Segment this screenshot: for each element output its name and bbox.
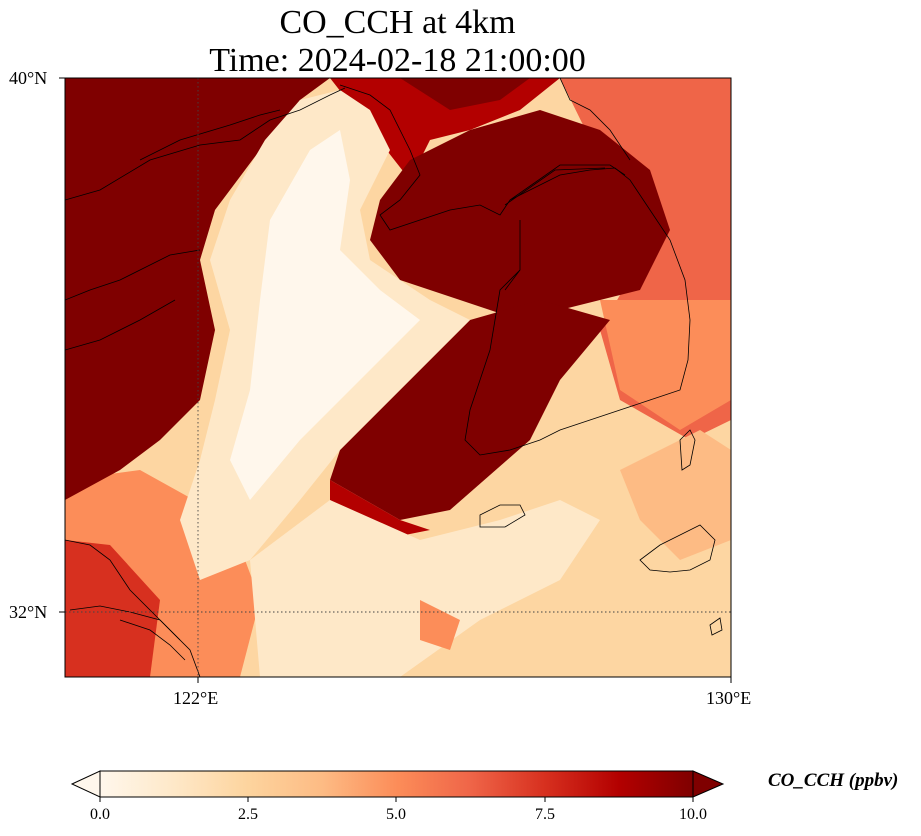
colorbar-extend-min	[70, 770, 101, 798]
tick-marks	[59, 77, 732, 683]
lon-tick-label: 122°E	[173, 688, 219, 708]
colorbar-label: CO_CCH (ppbv)	[768, 770, 899, 791]
map-title: CO_CCH at 4km	[279, 4, 516, 41]
gridlines	[65, 78, 731, 677]
colorbar-tick-label: 0.0	[90, 806, 110, 823]
colorbar-extend-max	[692, 770, 725, 798]
colorbar-tick-label: 10.0	[679, 806, 707, 823]
lat-tick-label: 32°N	[9, 602, 48, 622]
colorbar-tick-label: 7.5	[535, 806, 555, 823]
colorbar	[70, 770, 725, 802]
coastlines	[65, 78, 723, 677]
colorbar-gradient	[100, 771, 693, 797]
colorbar-tick-label: 2.5	[238, 806, 258, 823]
colorbar-tick-label: 5.0	[386, 806, 406, 823]
lon-tick-label: 130°E	[706, 688, 752, 708]
concentration-field	[65, 78, 731, 677]
lat-tick-label: 40°N	[9, 68, 48, 88]
map-subtitle-time: Time: 2024-02-18 21:00:00	[209, 42, 586, 79]
map-frame	[64, 77, 732, 678]
